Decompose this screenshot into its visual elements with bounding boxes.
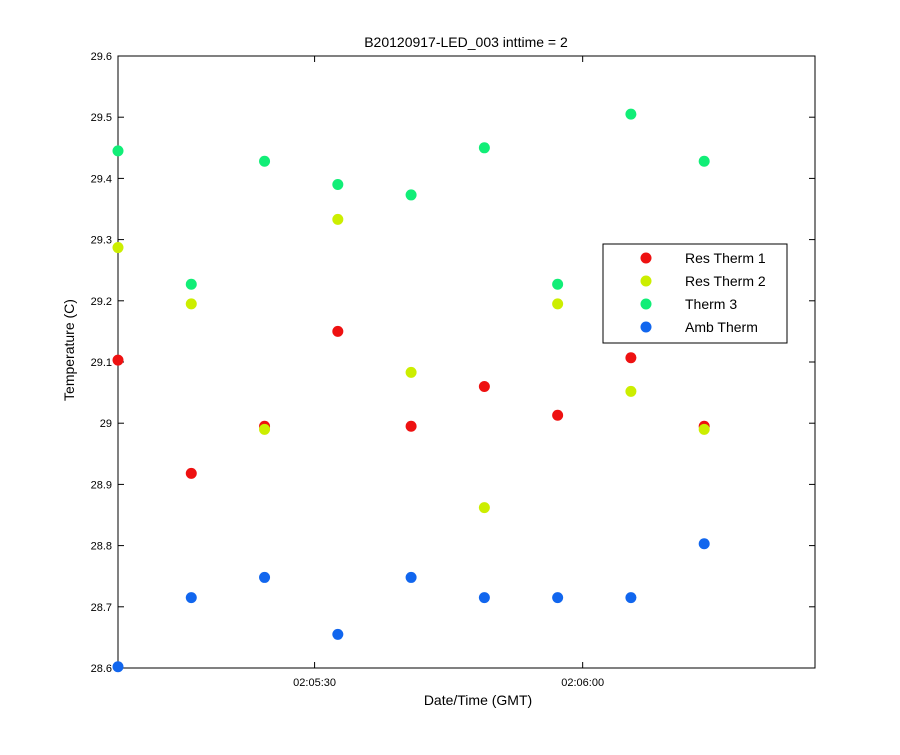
point-therm-3 <box>698 155 710 167</box>
legend-marker-res-therm-2 <box>640 275 652 287</box>
point-res-therm-2 <box>625 385 637 397</box>
point-res-therm-2 <box>698 423 710 435</box>
x-axis-label: Date/Time (GMT) <box>424 692 532 708</box>
point-amb-therm <box>698 538 710 550</box>
point-amb-therm <box>332 628 344 640</box>
y-tick-label: 28.8 <box>91 541 112 553</box>
y-tick-label: 29.3 <box>91 235 112 247</box>
point-therm-3 <box>259 155 271 167</box>
point-res-therm-2 <box>259 423 271 435</box>
point-res-therm-2 <box>112 242 124 254</box>
y-tick-label: 28.9 <box>91 479 112 491</box>
point-amb-therm <box>478 592 490 604</box>
point-therm-3 <box>552 278 564 290</box>
legend-label-therm-3: Therm 3 <box>685 296 737 312</box>
legend-label-amb-therm: Amb Therm <box>685 319 758 335</box>
point-amb-therm <box>405 571 417 583</box>
point-res-therm-2 <box>185 298 197 310</box>
point-res-therm-1 <box>552 409 564 421</box>
point-res-therm-1 <box>185 467 197 479</box>
point-amb-therm <box>185 592 197 604</box>
point-amb-therm <box>112 661 124 673</box>
plot-area <box>117 55 816 669</box>
legend-label-res-therm-2: Res Therm 2 <box>685 273 766 289</box>
y-tick-label: 29.2 <box>91 296 112 308</box>
point-therm-3 <box>112 145 124 157</box>
legend-label-res-therm-1: Res Therm 1 <box>685 250 766 266</box>
point-therm-3 <box>625 108 637 120</box>
point-amb-therm <box>552 592 564 604</box>
point-res-therm-2 <box>332 213 344 225</box>
legend: Res Therm 1 Res Therm 2 Therm 3 Amb Therm <box>602 243 788 344</box>
x-axis-ticks: 02:05:30 02:06:00 <box>293 56 604 689</box>
legend-marker-amb-therm <box>640 321 652 333</box>
point-res-therm-1 <box>112 354 124 366</box>
point-res-therm-2 <box>552 298 564 310</box>
point-res-therm-2 <box>478 502 490 514</box>
x-tick-label: 02:05:30 <box>293 677 336 689</box>
point-therm-3 <box>185 278 197 290</box>
x-tick-label: 02:06:00 <box>561 677 604 689</box>
data-points <box>112 108 710 673</box>
point-therm-3 <box>405 189 417 201</box>
y-tick-label: 29.1 <box>91 357 112 369</box>
point-res-therm-1 <box>332 325 344 337</box>
chart-title: B20120917-LED_003 inttime = 2 <box>364 34 568 50</box>
point-res-therm-1 <box>625 352 637 364</box>
legend-marker-therm-3 <box>640 298 652 310</box>
y-tick-label: 29 <box>100 418 112 430</box>
point-res-therm-2 <box>405 366 417 378</box>
y-axis-label: Temperature (C) <box>61 299 77 401</box>
point-therm-3 <box>332 179 344 191</box>
y-tick-label: 29.5 <box>91 112 112 124</box>
y-tick-label: 29.4 <box>91 173 112 185</box>
point-therm-3 <box>478 142 490 154</box>
point-amb-therm <box>625 592 637 604</box>
y-tick-label: 28.6 <box>91 663 112 675</box>
y-tick-label: 28.7 <box>91 602 112 614</box>
point-amb-therm <box>259 571 271 583</box>
point-res-therm-1 <box>478 380 490 392</box>
point-res-therm-1 <box>405 420 417 432</box>
y-axis-ticks: 28.6 28.7 28.8 28.9 29 29.1 29.2 29.3 29.4 29.5 29… <box>91 51 815 675</box>
y-tick-label: 29.6 <box>91 51 112 63</box>
legend-box <box>602 243 788 344</box>
legend-marker-res-therm-1 <box>640 252 652 264</box>
